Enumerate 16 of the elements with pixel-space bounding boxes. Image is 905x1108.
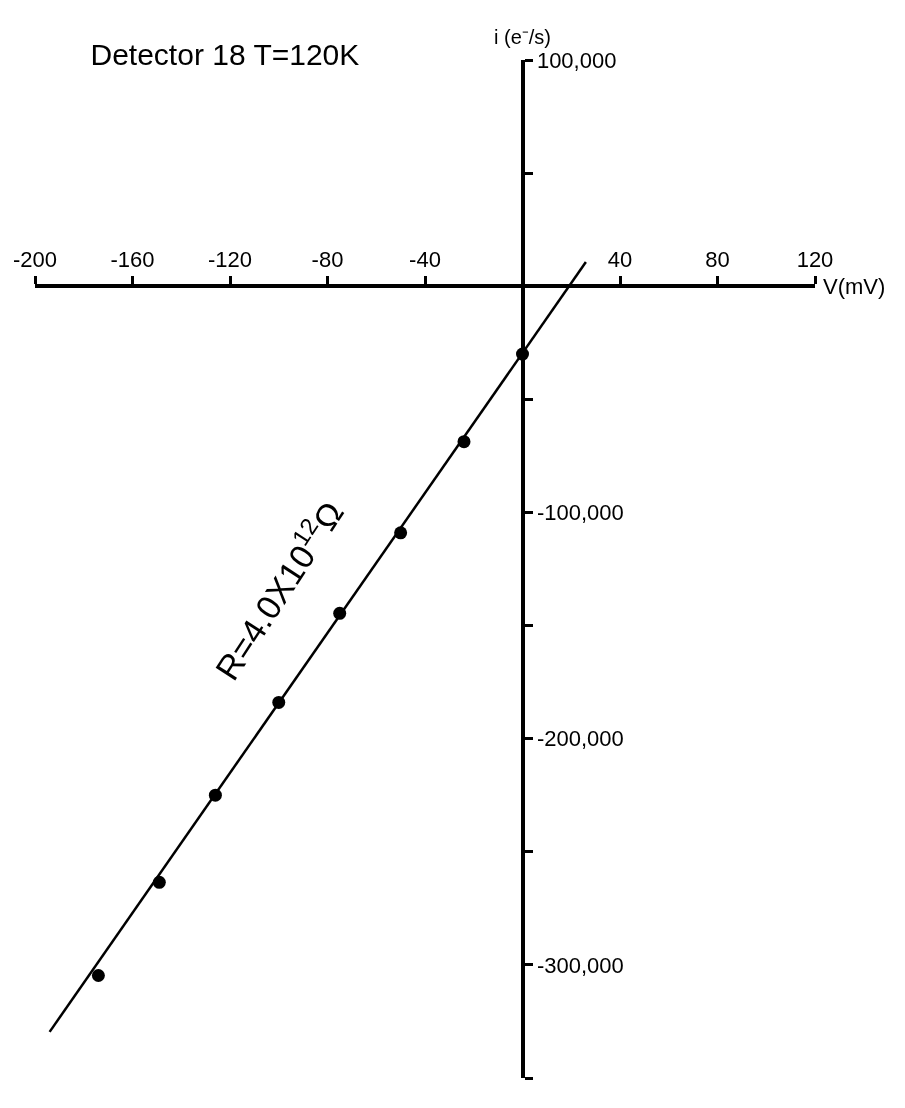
y-tick-label: -300,000	[536, 952, 624, 978]
y-axis-title: i (e⁻/s)	[494, 26, 551, 48]
x-tick-label: -120	[207, 247, 253, 273]
x-tick-label: 80	[705, 247, 730, 273]
x-tick-label: -160	[110, 247, 155, 273]
y-tick-label: 100,000	[536, 47, 617, 73]
chart-title: Detector 18 T=120K	[90, 38, 360, 72]
x-tick-label: -40	[409, 247, 441, 273]
x-axis-title: V(mV)	[823, 274, 886, 299]
x-tick-label: -200	[12, 247, 58, 273]
y-tick-label: -100,000	[536, 500, 624, 526]
x-tick-label: 120	[796, 247, 834, 273]
x-tick-label: 40	[607, 247, 633, 273]
point	[91, 969, 105, 983]
x-tick-label: -80	[311, 247, 344, 273]
y-tick-label: -200,000	[536, 726, 624, 752]
